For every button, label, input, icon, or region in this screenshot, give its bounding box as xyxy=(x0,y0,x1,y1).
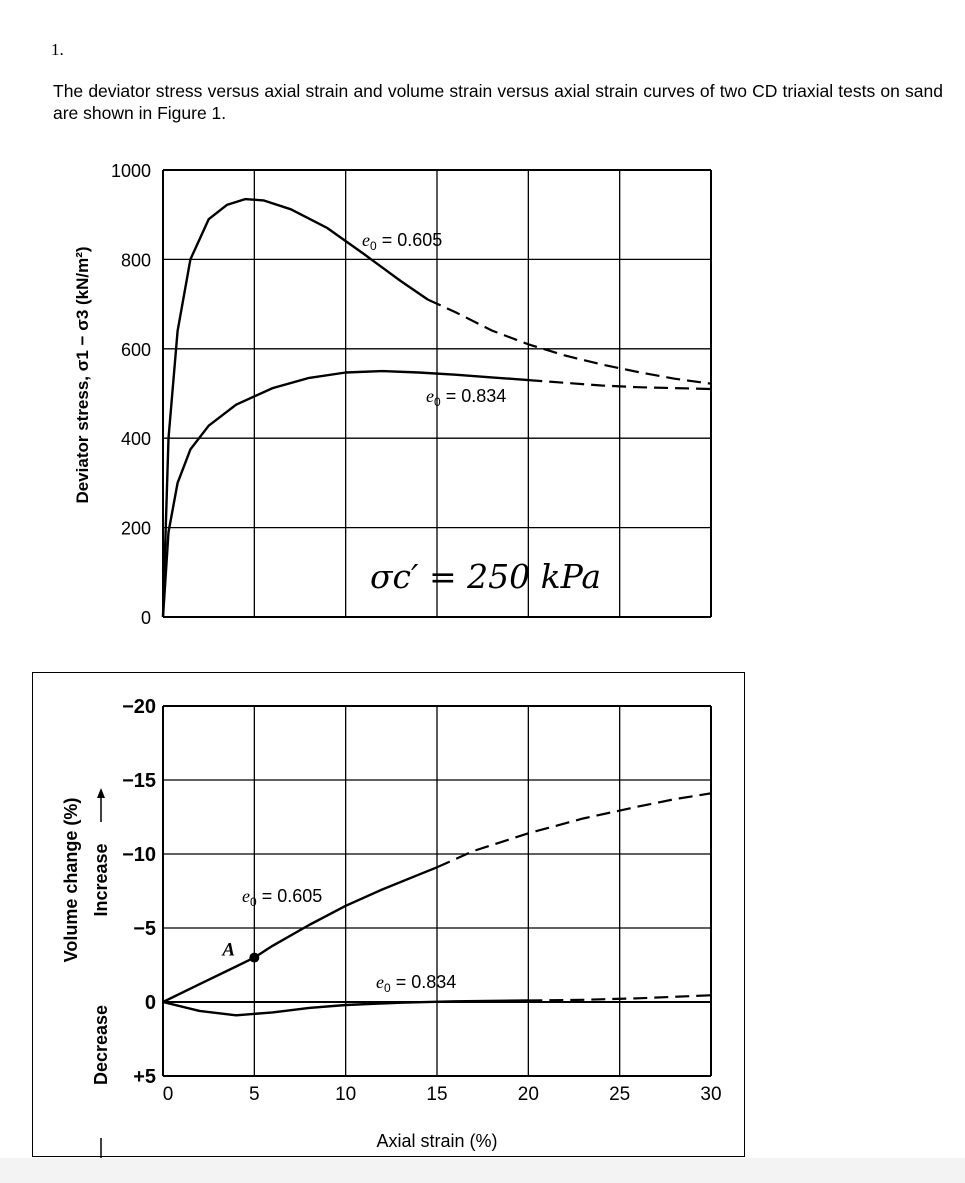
chart2-x-tick-label: 5 xyxy=(249,1084,260,1105)
chart1-y-tick-label: 400 xyxy=(121,429,151,449)
chart2-series-1-dashed-line xyxy=(528,994,712,1002)
chart2-x-tick-label: 0 xyxy=(163,1084,174,1105)
chart2-series-label: e0 = 0.834 xyxy=(376,972,456,995)
chart2-x-axis-label: Axial strain (%) xyxy=(376,1131,497,1151)
chart2-series-labels: e0 = 0.605 e0 = 0.834 xyxy=(242,886,456,995)
chart1-y-tick-label: 200 xyxy=(121,519,151,539)
decrease-arrow-icon xyxy=(100,1138,102,1160)
chart2-increase-label: Increase xyxy=(91,843,111,916)
lower-chart-frame xyxy=(32,672,745,1157)
chart1-y-tick-label: 600 xyxy=(121,340,151,360)
volume-change-chart: −20 −15 −10 −5 0 +5 0 5 10 15 20 25 30 A e0 = 0.605… xyxy=(61,696,722,1160)
chart2-y-tick-label: −20 xyxy=(122,696,156,718)
chart2-series-1-solid-line xyxy=(162,999,529,1017)
chart1-series-label: e0 = 0.834 xyxy=(426,386,506,409)
chart2-decrease-label: Decrease xyxy=(91,1005,111,1085)
chart1-series xyxy=(161,197,712,618)
chart1-series-1-dashed-line xyxy=(528,379,712,391)
increase-arrow-icon xyxy=(97,788,105,822)
chart2-y-axis-label: Volume change (%) xyxy=(61,798,81,963)
point-a-label: A xyxy=(221,940,235,961)
chart2-x-tick-label: 10 xyxy=(335,1084,356,1105)
chart2-x-tick-labels: 0 5 10 15 20 25 30 xyxy=(163,1084,722,1105)
chart2-y-tick-label: −15 xyxy=(122,770,156,792)
chart1-y-tick-label: 800 xyxy=(121,250,151,270)
chart1-grid xyxy=(162,169,712,618)
chart1-series-labels: e0 = 0.605 e0 = 0.834 xyxy=(362,230,506,409)
chart2-grid xyxy=(162,705,712,1077)
question-number: 1. xyxy=(51,40,64,59)
chart2-series-label: e0 = 0.605 xyxy=(242,886,322,909)
chart1-y-tick-label: 0 xyxy=(141,608,151,628)
chart1-series-0-dashed-line xyxy=(427,298,712,385)
confining-stress-annotation: σc′ = 250 kPa xyxy=(370,557,601,596)
deviator-stress-chart: 0 200 400 600 800 1000 Deviator stress, σ1 − … xyxy=(73,161,712,628)
chart2-x-tick-label: 15 xyxy=(426,1084,447,1105)
chart2-series-0-dashed-line xyxy=(436,792,712,869)
chart2-y-tick-label: 0 xyxy=(145,992,156,1014)
chart1-series-1-solid-line xyxy=(161,369,529,618)
chart2-x-tick-label: 25 xyxy=(609,1084,630,1105)
chart2-series-0-solid-line xyxy=(162,866,438,1004)
question-text: The deviator stress versus axial strain … xyxy=(53,81,943,123)
chart1-y-tick-labels: 0 200 400 600 800 1000 xyxy=(111,161,151,628)
chart2-y-tick-labels: −20 −15 −10 −5 0 +5 xyxy=(122,696,156,1088)
chart1-y-tick-label: 1000 xyxy=(111,161,151,181)
chart2-y-tick-label: −10 xyxy=(122,844,156,866)
chart2-x-tick-label: 20 xyxy=(518,1084,539,1105)
chart1-series-label: e0 = 0.605 xyxy=(362,230,442,253)
chart2-y-tick-label: +5 xyxy=(133,1066,156,1088)
point-a-marker xyxy=(249,952,260,963)
chart2-x-tick-label: 30 xyxy=(700,1084,721,1105)
page-footer-band xyxy=(0,1158,965,1183)
chart2-y-tick-label: −5 xyxy=(133,918,156,940)
chart1-y-axis-label: Deviator stress, σ1 − σ3 (kN/m²) xyxy=(73,246,92,503)
chart1-series-0-solid-line xyxy=(161,197,429,618)
chart2-series: A xyxy=(162,792,712,1017)
